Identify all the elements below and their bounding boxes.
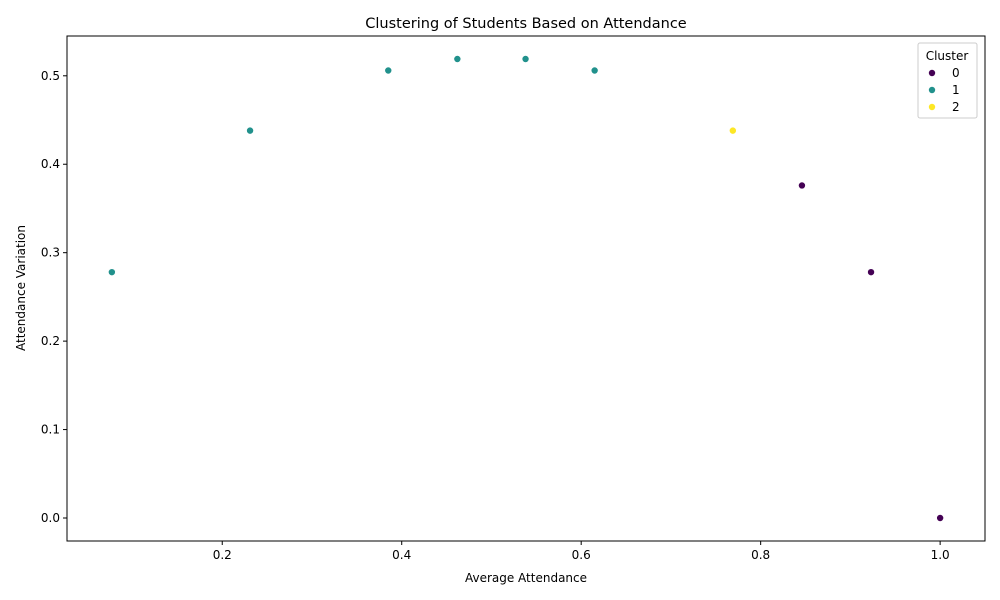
legend-title: Cluster	[926, 49, 969, 63]
y-tick-label: 0.1	[41, 423, 60, 437]
data-point	[246, 126, 254, 135]
data-point	[867, 268, 875, 276]
x-tick-label: 0.4	[392, 548, 411, 562]
legend: Cluster 0 1 2	[917, 42, 978, 119]
y-tick-label: 0.4	[41, 157, 60, 171]
data-point	[590, 66, 599, 75]
legend-entries: 0 1 2	[928, 66, 960, 114]
x-tick-label: 0.8	[751, 548, 770, 562]
data-point	[384, 66, 393, 75]
x-tick-label: 0.2	[213, 548, 232, 562]
x-axis-label: Average Attendance	[465, 571, 587, 585]
x-tick-label: 0.6	[572, 548, 591, 562]
legend-marker	[928, 69, 936, 77]
plot-frame	[66, 35, 986, 542]
legend-marker	[928, 103, 936, 111]
chart-title: Clustering of Students Based on Attendan…	[365, 16, 687, 32]
y-axis-label: Attendance Variation	[14, 225, 28, 351]
data-points	[108, 55, 944, 522]
data-point	[729, 126, 737, 135]
data-point	[453, 55, 462, 63]
legend-marker	[928, 86, 936, 94]
x-tick-label: 1.0	[931, 548, 950, 562]
legend-box	[917, 42, 978, 119]
legend-label: 0	[952, 66, 960, 80]
y-tick-label: 0.5	[41, 69, 60, 83]
y-tick-label: 0.0	[41, 511, 60, 525]
data-point	[521, 55, 530, 63]
data-point	[936, 514, 944, 522]
y-tick-label: 0.3	[41, 246, 60, 260]
legend-label: 2	[952, 100, 960, 114]
data-point	[798, 181, 806, 190]
legend-label: 1	[952, 83, 960, 97]
y-tick-label: 0.2	[41, 334, 60, 348]
axis-ticks: 0.2 0.4 0.6 0.8 1.0 0.0 0.1 0.2 0.3 0.4 0.5	[41, 69, 950, 562]
data-point	[108, 268, 116, 276]
